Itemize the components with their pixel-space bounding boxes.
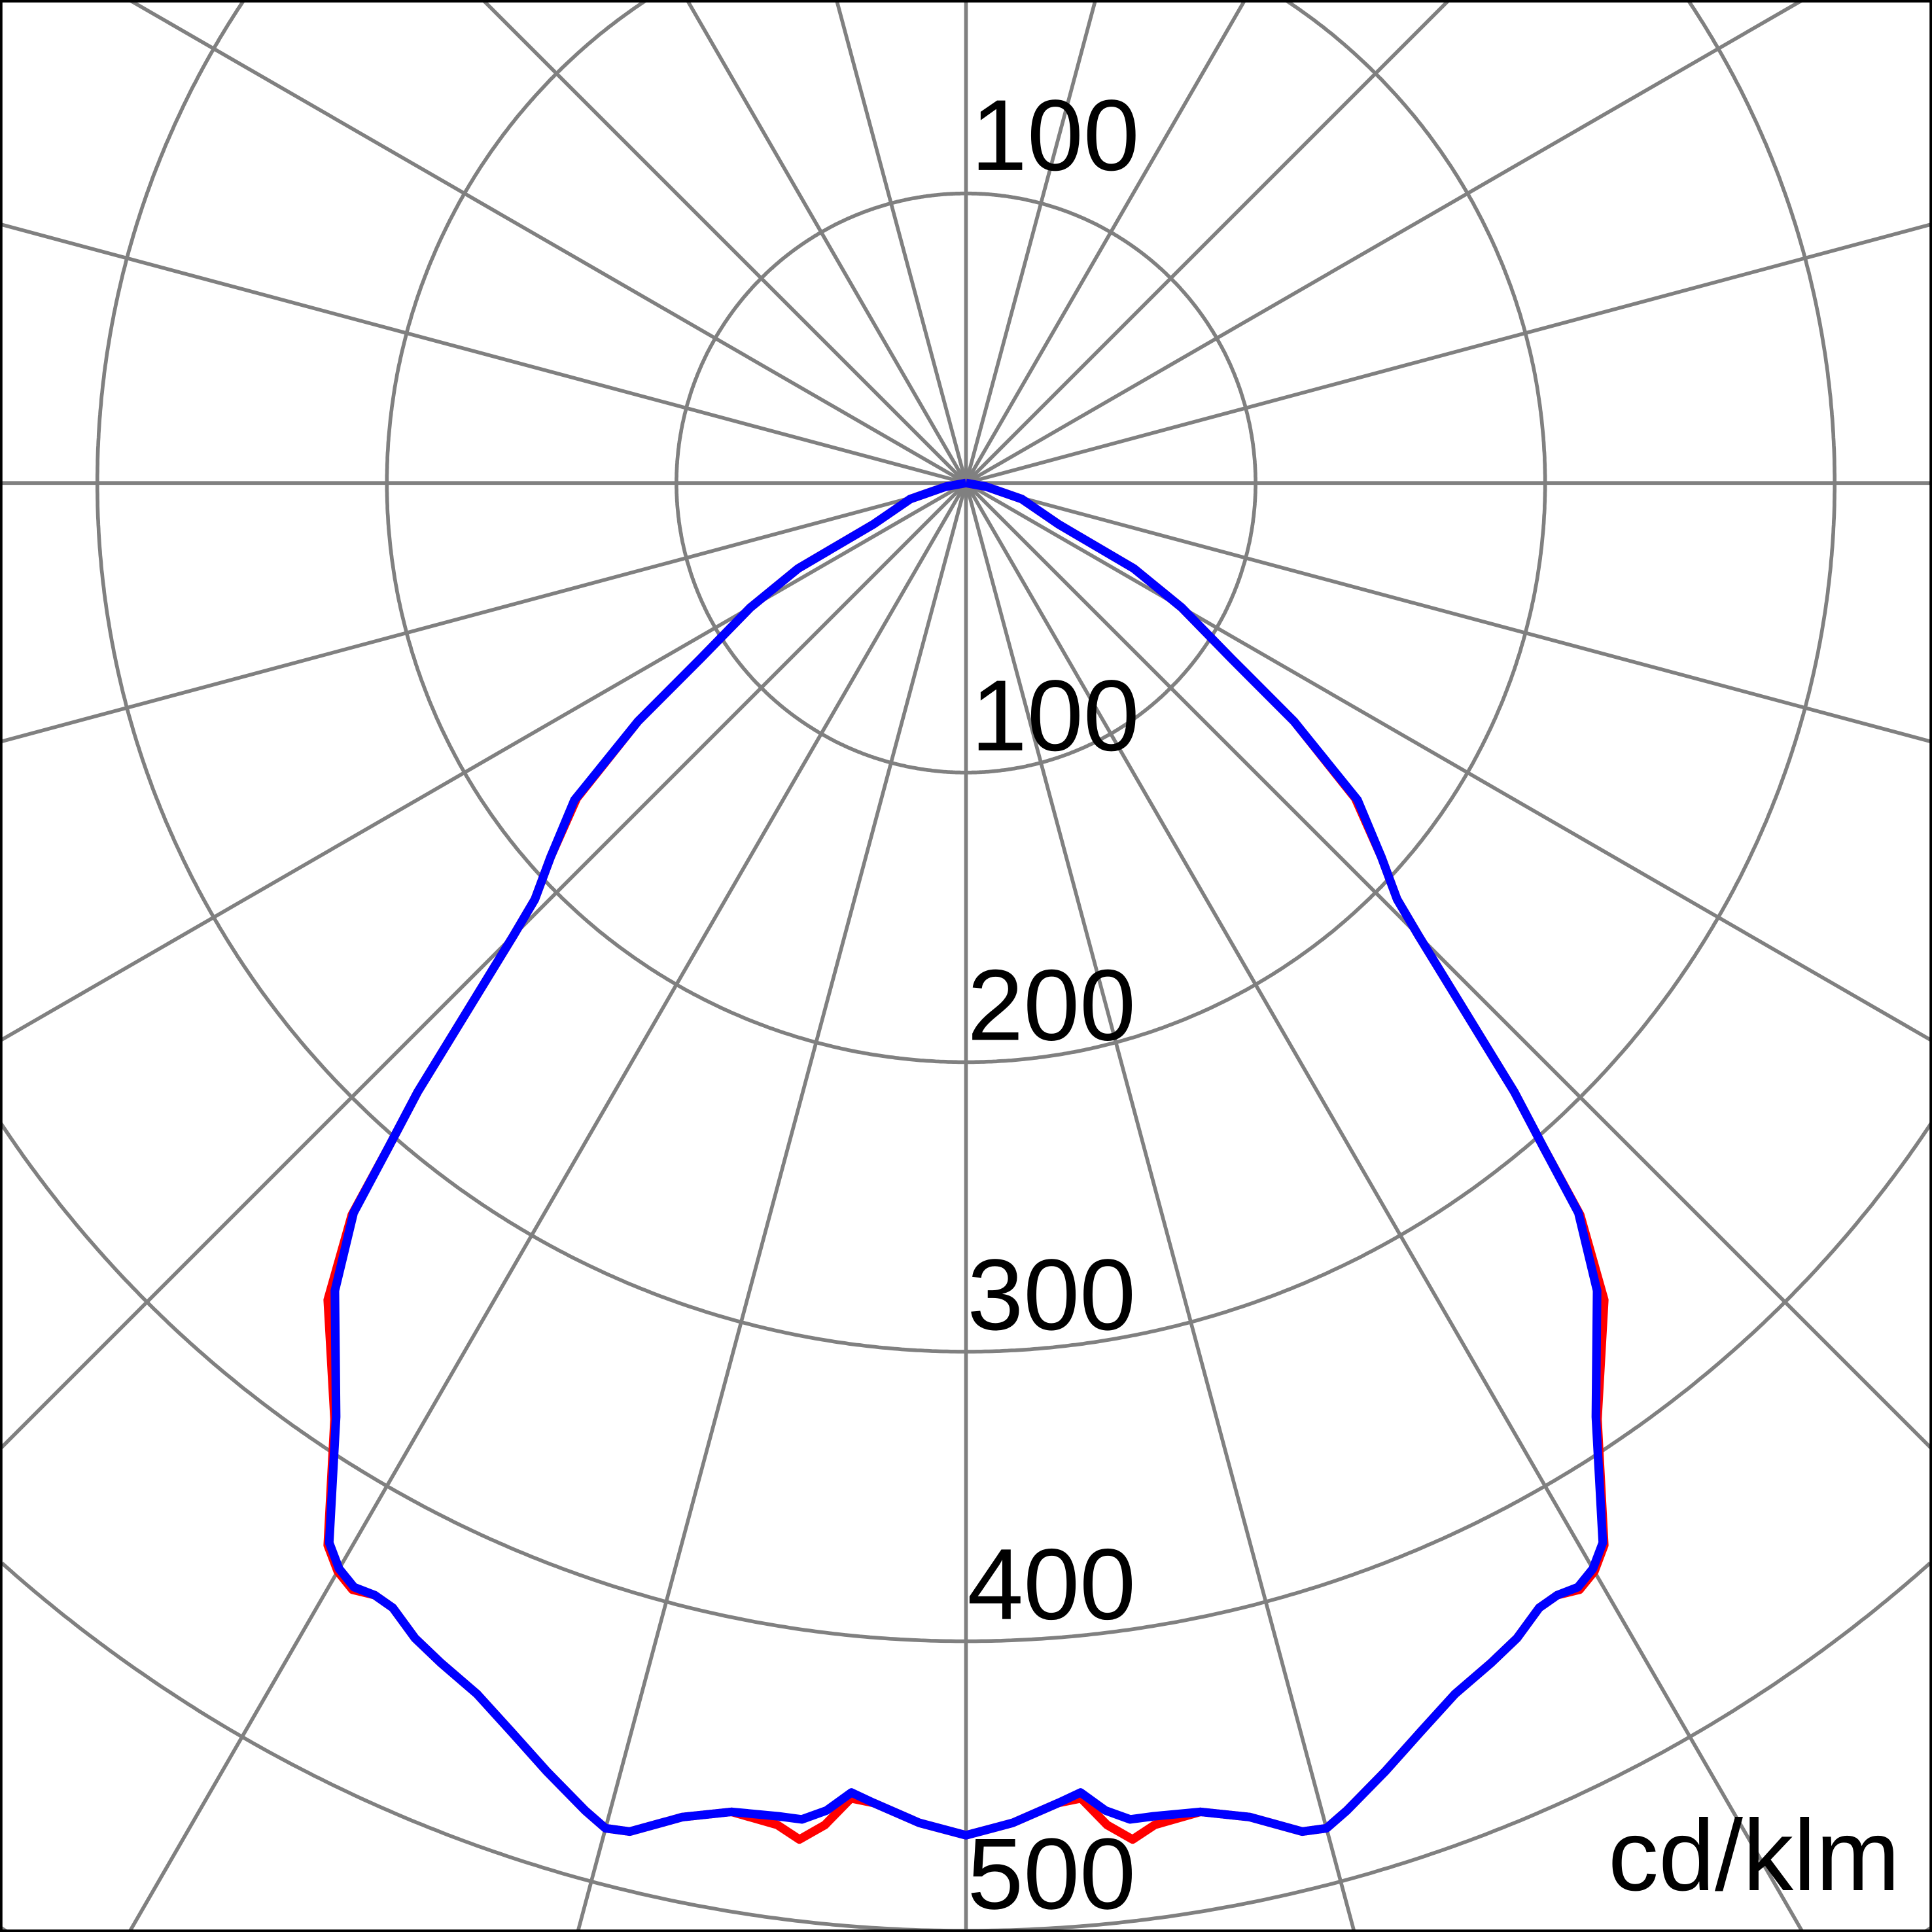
tick-label-300: 300 (967, 1238, 1136, 1351)
grid-radial-line-60 (128, 0, 1932, 1043)
grid-radial-line-45 (482, 0, 1932, 1450)
grid-radial-line-165 (576, 0, 1098, 1932)
grid-radial-line-150 (128, 0, 1247, 1932)
grid-ring-200 (385, 0, 1547, 1064)
intensity-curves (323, 478, 1609, 1844)
tick-label-upper-100: 100 (971, 79, 1140, 192)
tick-label-400: 400 (967, 1528, 1136, 1641)
grid-radial-line-15 (834, 0, 1356, 1932)
series-line-1 (325, 478, 1607, 1840)
tick-label-200: 200 (967, 948, 1136, 1061)
tick-label-100: 100 (971, 659, 1140, 772)
tick-label-500: 500 (967, 1817, 1136, 1930)
grid-radial-line-120 (0, 0, 1804, 1043)
grid-ring-300 (95, 0, 1837, 1354)
grid-radial-line-30 (685, 0, 1804, 1932)
grid-radial-line-135 (0, 0, 1450, 1450)
unit-label: cd/klm (1608, 1799, 1900, 1912)
